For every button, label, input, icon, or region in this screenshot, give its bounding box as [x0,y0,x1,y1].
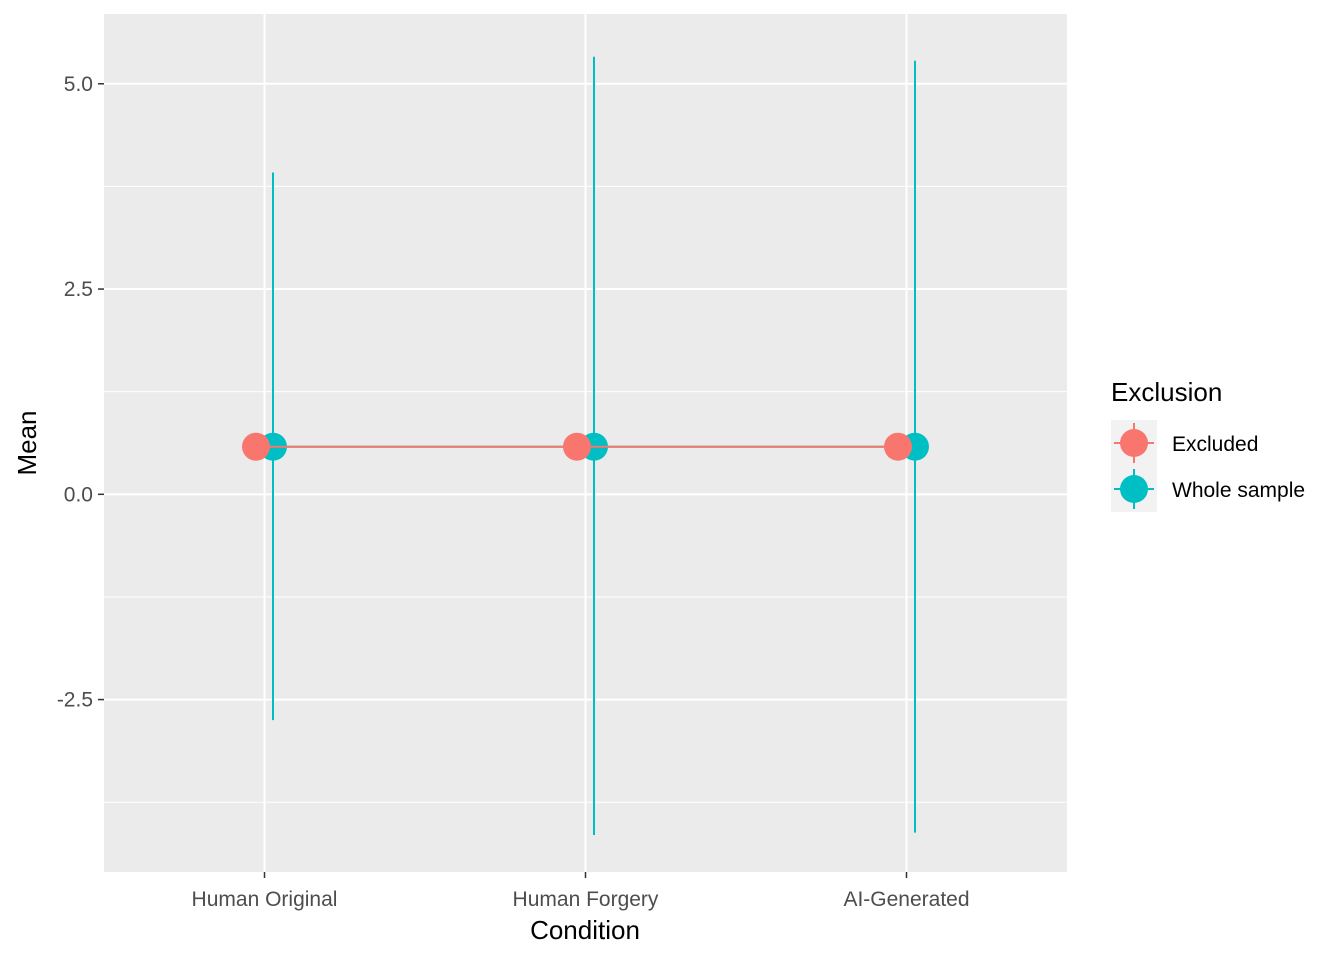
series-excluded [242,432,912,461]
legend-keys: Excluded Whole sample [1111,420,1305,512]
legend-title: Exclusion [1111,377,1222,407]
legend-key-point [1120,429,1148,457]
x-axis-title: Condition [530,915,640,945]
legend: Exclusion Excluded Whole sample [1111,377,1305,512]
data-layer [242,56,929,836]
y-tick-label: 0.0 [64,483,93,506]
data-point [884,432,912,461]
y-axis-title: Mean [12,410,42,475]
data-point [242,432,270,461]
x-tick-label: Human Original [192,888,338,911]
x-tick-label: Human Forgery [513,888,659,911]
x-tick-label: AI-Generated [843,888,969,911]
legend-label: Whole sample [1172,479,1305,502]
legend-key-point [1120,475,1148,503]
y-tick-label: 5.0 [64,73,93,96]
axes: -2.5 0.0 2.5 5.0 Human Original Human Forgery… [57,73,970,911]
legend-label: Excluded [1172,433,1258,456]
data-point [563,432,591,461]
y-tick-label: -2.5 [57,689,93,712]
y-tick-label: 2.5 [64,278,93,301]
